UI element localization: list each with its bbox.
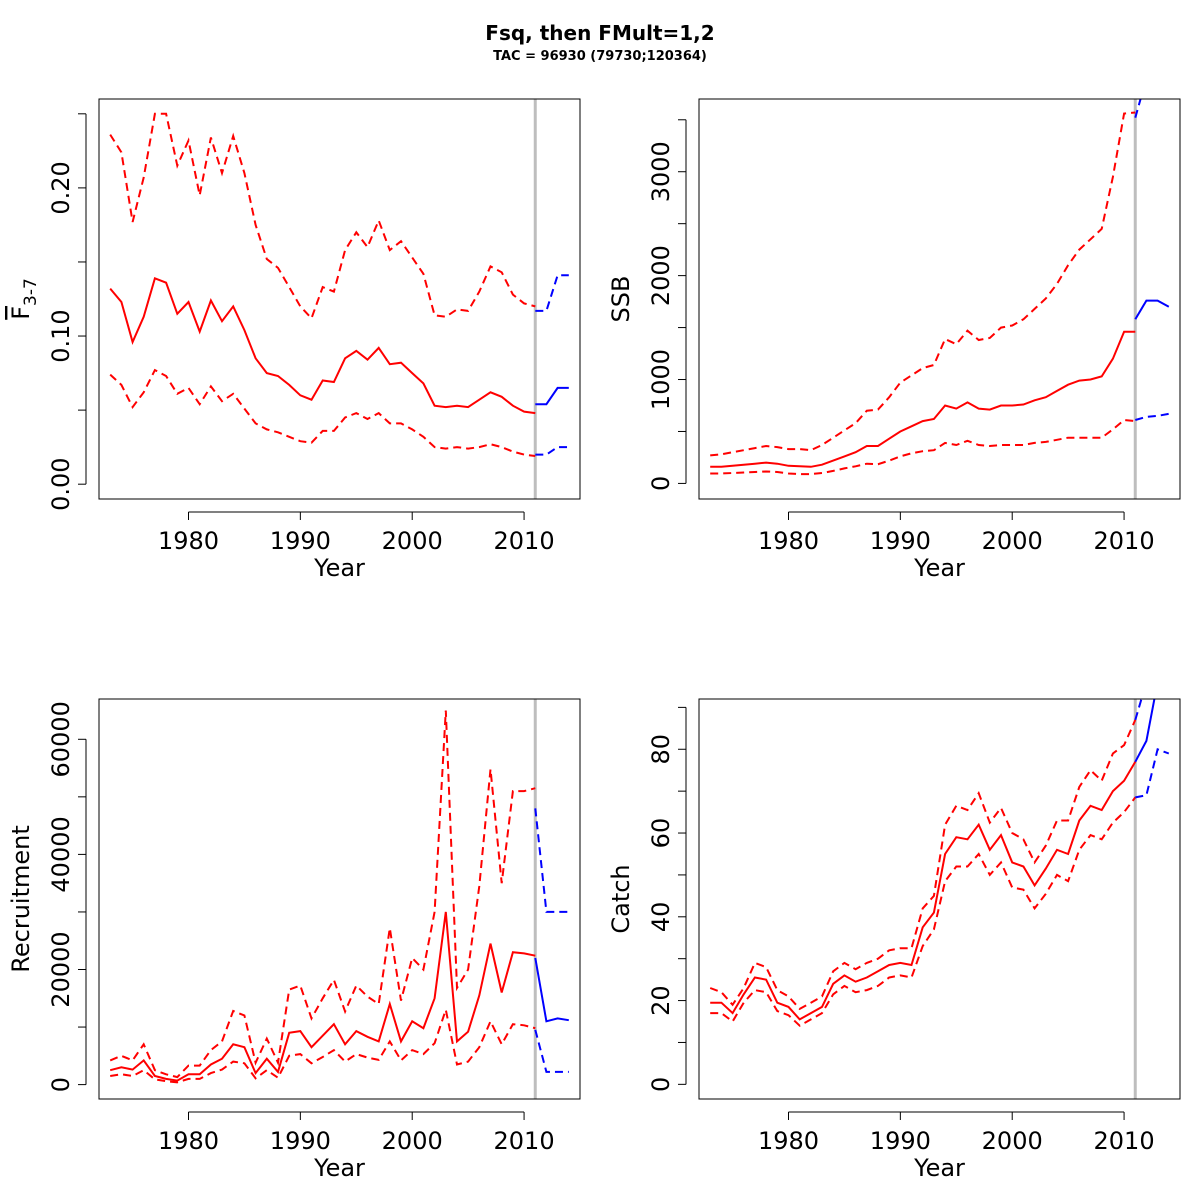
ssb-series-forecast-lower	[1135, 412, 1169, 421]
catch-series-estimate	[710, 761, 1137, 1021]
recruitment-x-tick-label: 1980	[158, 1127, 219, 1155]
recruitment-y-tick-label: 40000	[47, 816, 75, 892]
catch-y-tick-label: 60	[647, 818, 675, 849]
fbar-series-forecast-upper	[535, 274, 569, 312]
catch-series-upper	[709, 719, 1137, 1011]
catch-x-tick-label: 2000	[982, 1127, 1043, 1155]
catch-x-tick-label: 1990	[870, 1127, 931, 1155]
ssb-series-forecast-upper	[1134, 99, 1169, 118]
ssb-series-estimate	[710, 330, 1136, 468]
catch-x-tick-label: 2010	[1094, 1127, 1155, 1155]
recruitment-x-axis: 1980 1990 2000 2010	[158, 1111, 555, 1155]
fbar-x-axis: 1980 1990 2000 2010	[158, 511, 555, 555]
fbar-x-axis-label: Year	[313, 554, 365, 582]
ssb-series-upper	[710, 111, 1136, 457]
fbar-series-upper	[109, 112, 536, 321]
panel-fbar: 1980 1990 2000 2010 Year 0.00 0.10 0.20 F3-7	[7, 98, 581, 582]
ssb-x-tick-label: 2010	[1094, 527, 1155, 555]
recruitment-y-tick-label: 20000	[47, 931, 75, 1007]
catch-y-axis: 0 20 40 60 80	[647, 706, 687, 1092]
panel-ssb: 1980 1990 2000 2010 Year 0 1000 2000 3000 SSB	[607, 98, 1181, 582]
fbar-series-group	[109, 112, 569, 457]
recruitment-x-axis-label: Year	[313, 1154, 365, 1182]
ssb-x-axis: 1980 1990 2000 2010	[758, 511, 1155, 555]
recruitment-series-forecast-upper	[534, 808, 569, 913]
panel-catch: 1980 1990 2000 2010 Year 0 20 40 60 80 Catch	[607, 698, 1181, 1182]
ssb-series-forecast	[1134, 299, 1170, 320]
ssb-series-lower	[710, 418, 1136, 476]
catch-x-axis: 1980 1990 2000 2010	[758, 1111, 1155, 1155]
ssb-plot-frame	[698, 98, 1181, 500]
catch-series-forecast-upper	[1134, 699, 1143, 721]
fbar-series-forecast	[535, 386, 569, 406]
catch-y-tick-label: 0	[647, 1077, 675, 1092]
ssb-y-axis: 0 1000 2000 3000	[647, 119, 687, 491]
fbar-x-tick-label: 2000	[382, 527, 443, 555]
fbar-y-axis-label: F3-7	[7, 278, 41, 320]
recruitment-y-axis-label: Recruitment	[7, 825, 35, 972]
recruitment-y-tick-label: 0	[47, 1077, 75, 1092]
fbar-y-tick-label: 0.10	[47, 309, 75, 362]
recruitment-series-estimate	[109, 911, 536, 1082]
recruitment-series-forecast-lower	[534, 1029, 569, 1073]
panel-recruitment: 1980 1990 2000 2010 Year 0 20000 40000 60000 Recr…	[7, 698, 581, 1182]
fbar-plot-frame	[98, 98, 581, 500]
ssb-x-axis-label: Year	[913, 554, 965, 582]
fbar-y-tick-label: 0.20	[47, 161, 75, 214]
recruitment-series-upper	[109, 710, 536, 1079]
ssb-y-tick-label: 2000	[647, 245, 675, 306]
ssb-x-tick-label: 1980	[758, 527, 819, 555]
ssb-y-tick-label: 3000	[647, 141, 675, 202]
panels: 1980 1990 2000 2010Year0.000.100.20F3-71980…	[7, 98, 1181, 1182]
fbar-x-tick-label: 1980	[158, 527, 219, 555]
catch-series-lower	[710, 796, 1137, 1027]
ssb-y-tick-label: 0	[647, 476, 675, 491]
recruitment-y-tick-label: 60000	[47, 701, 75, 777]
recruitment-x-tick-label: 2000	[382, 1127, 443, 1155]
ssb-y-tick-label: 1000	[647, 349, 675, 410]
ssb-series-group	[710, 99, 1170, 476]
ssb-y-axis-label: SSB	[607, 276, 635, 323]
fbar-x-tick-label: 1990	[270, 527, 331, 555]
fbar-series-estimate	[109, 276, 536, 415]
recruitment-series-group	[109, 710, 569, 1084]
catch-y-tick-label: 20	[647, 985, 675, 1016]
fbar-series-lower	[109, 368, 536, 457]
fbar-x-tick-label: 2010	[494, 527, 555, 555]
recruitment-y-axis: 0 20000 40000 60000	[47, 701, 87, 1092]
recruitment-plot-frame	[98, 698, 581, 1100]
figure-title: Fsq, then FMult=1,2	[485, 21, 714, 45]
catch-series-forecast	[1134, 699, 1156, 763]
figure-subtitle: TAC = 96930 (79730;120364)	[493, 49, 707, 64]
catch-y-tick-label: 80	[647, 734, 675, 765]
ssb-x-tick-label: 1990	[870, 527, 931, 555]
recruitment-series-forecast	[534, 957, 569, 1023]
catch-y-axis-label: Catch	[607, 864, 635, 933]
recruitment-x-tick-label: 1990	[270, 1127, 331, 1155]
catch-plot-frame	[698, 698, 1181, 1100]
catch-series-group	[709, 699, 1170, 1027]
recruitment-x-tick-label: 2010	[494, 1127, 555, 1155]
fbar-y-axis: 0.00 0.10 0.20	[47, 113, 87, 511]
catch-x-tick-label: 1980	[758, 1127, 819, 1155]
catch-series-forecast-lower	[1135, 747, 1170, 799]
ssb-x-tick-label: 2000	[982, 527, 1043, 555]
fbar-series-forecast-lower	[535, 446, 569, 456]
catch-y-tick-label: 40	[647, 902, 675, 933]
recruitment-series-lower	[110, 1005, 536, 1084]
catch-x-axis-label: Year	[913, 1154, 965, 1182]
fbar-y-tick-label: 0.00	[47, 457, 75, 510]
